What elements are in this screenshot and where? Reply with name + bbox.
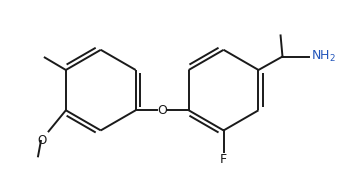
Text: NH$_2$: NH$_2$ xyxy=(311,49,336,64)
Text: O: O xyxy=(38,134,47,147)
Text: O: O xyxy=(157,104,167,117)
Text: F: F xyxy=(220,153,227,166)
